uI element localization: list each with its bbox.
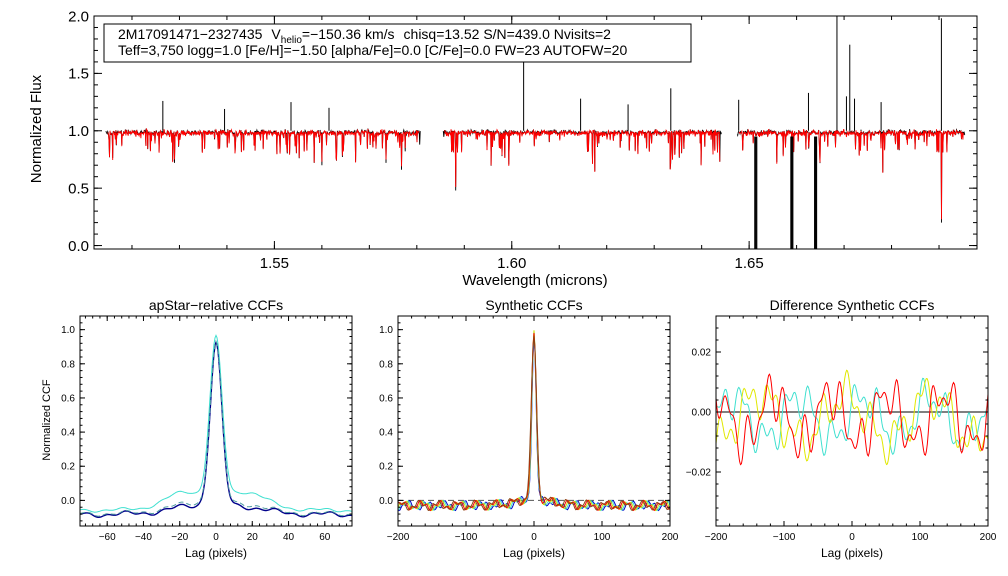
diff-ccf-title: Difference Synthetic CCFs: [770, 297, 935, 313]
diff-ccf-line-2: [716, 369, 988, 466]
apstar_ccf-ytick-label: 0.0: [61, 496, 75, 507]
apstar-ccf-panel: −60 −40 −20 0 20 40 60 0.0 0.2 0.4 0.6 0.8 1.0 apSta…: [41, 297, 353, 560]
synthetic-ccf-title: Synthetic CCFs: [485, 297, 582, 313]
diff-ccf-frame: [715, 315, 989, 527]
apstar-ccf-ylabel: Normalized CCF: [41, 379, 53, 461]
diff-ccf-panel: −200 −100 0 100 200 −0.02 0.00 0.02 Difference …: [686, 297, 997, 560]
spectrum-ytick-label: 1.5: [68, 66, 89, 83]
synthetic-ccf-line-3: [397, 330, 671, 512]
synthetic_ccf-ytick-label: 0.0: [379, 496, 393, 507]
apstar-ccf-line-combined: [79, 339, 353, 517]
synthetic_ccf-ytick-label: 0.6: [379, 393, 393, 404]
synthetic-ccf-panel: −200 −100 0 100 200 0.0 0.2 0.4 0.6 0.8 1.0 Synthe…: [379, 297, 679, 560]
diff-ccf-xlabel: Lag (pixels): [821, 546, 883, 560]
synthetic_ccf-ytick-label: 1.0: [379, 325, 393, 336]
apstar-ccf-line-1: [79, 340, 353, 518]
spectrum-ytick-label: 2.0: [68, 8, 89, 25]
info-star-id: 2M17091471−2327435: [118, 26, 263, 42]
synthetic-ccf-line-4: [397, 332, 671, 512]
synthetic-ccf-line-5: [397, 335, 671, 512]
info-v-sub: helio: [281, 35, 303, 46]
apstar_ccf-xtick-label: −20: [171, 532, 188, 543]
info-line-2: Teff=3,750 logg=1.0 [Fe/H]=−1.50 [alpha/…: [118, 42, 627, 58]
apstar_ccf-xtick-label: 40: [283, 532, 295, 543]
synthetic_ccf-xtick-label: 0: [531, 532, 537, 543]
model-spectrum-chip-2: [444, 128, 721, 188]
synthetic-ccf-ticks: −200 −100 0 100 200 0.0 0.2 0.4 0.6 0.8 1.0: [379, 316, 679, 543]
spectrum-ylabel: Normalized Flux: [28, 74, 45, 183]
synthetic_ccf-ytick-label: 0.4: [379, 428, 393, 439]
synthetic_ccf-xtick-label: −100: [455, 532, 478, 543]
apstar_ccf-xtick-label: −60: [99, 532, 116, 543]
observed-spectrum-chip-3: [736, 128, 966, 223]
spectrum-ytick-label: 0.5: [68, 180, 89, 197]
spectrum-ytick-label: 0.0: [68, 238, 89, 255]
info-v-prefix: V: [271, 26, 281, 42]
info-line1-rest: chisq=13.52 S/N=439.0 Nvisits=2: [404, 26, 612, 42]
diff_ccf-ytick-label: −0.02: [686, 468, 712, 479]
synthetic_ccf-xtick-label: 200: [662, 532, 679, 543]
synthetic_ccf-ytick-label: 0.2: [379, 462, 393, 473]
apstar_ccf-xtick-label: 60: [319, 532, 331, 543]
apstar_ccf-xtick-label: 20: [247, 532, 259, 543]
diff_ccf-ytick-label: 0.00: [692, 408, 712, 419]
synthetic-ccf-xlabel: Lag (pixels): [503, 546, 565, 560]
apstar_ccf-xtick-label: 0: [213, 532, 219, 543]
spectrum-xtick-label: 1.55: [260, 255, 289, 272]
diff-ccf-ticks: −200 −100 0 100 200 −0.02 0.00 0.02: [686, 316, 997, 543]
spectrum-xtick-label: 1.65: [735, 255, 764, 272]
spectrum-features: [162, 16, 942, 249]
apstar-ccf-xlabel: Lag (pixels): [185, 546, 247, 560]
spectrum-xlabel: Wavelength (microns): [462, 272, 607, 289]
synthetic-ccf-frame: [397, 315, 671, 527]
synthetic_ccf-xtick-label: 100: [594, 532, 611, 543]
apstar_ccf-ytick-label: 0.8: [61, 359, 75, 370]
spectrum-ticks: 1.55 1.60 1.65 0.0 0.5 1.0 1.5 2.0: [68, 8, 977, 272]
synthetic-ccf-line-2: [397, 330, 671, 512]
diff_ccf-xtick-label: −100: [773, 532, 796, 543]
apstar-ccf-series: [79, 334, 353, 518]
synthetic_ccf-xtick-label: −200: [387, 532, 410, 543]
diff_ccf-xtick-label: 100: [912, 532, 929, 543]
apstar-ccf-frame: [79, 315, 353, 527]
model-spectrum-chip-1: [107, 128, 420, 167]
apstar_ccf-ytick-label: 0.6: [61, 393, 75, 404]
synthetic_ccf-ytick-label: 0.8: [379, 359, 393, 370]
diff_ccf-xtick-label: −200: [705, 532, 728, 543]
diff_ccf-ytick-label: 0.02: [692, 348, 712, 359]
apstar_ccf-ytick-label: 0.4: [61, 428, 75, 439]
info-v-value: =−150.36 km/s: [302, 26, 395, 42]
synthetic-ccf-line-1: [397, 334, 671, 512]
info-box: 2M17091471−2327435 Vhelio=−150.36 km/s chi…: [103, 23, 692, 63]
spectrum-series: [105, 128, 966, 223]
apstar_ccf-xtick-label: −40: [135, 532, 152, 543]
apstar-ccf-ticks: −60 −40 −20 0 20 40 60 0.0 0.2 0.4 0.6 0.8 1.0: [61, 316, 352, 543]
spectrum-ytick-label: 1.0: [68, 123, 89, 140]
diff_ccf-xtick-label: 0: [849, 532, 855, 543]
spectrum-xtick-label: 1.60: [497, 255, 526, 272]
diff_ccf-xtick-label: 200: [980, 532, 997, 543]
model-spectrum-chip-3: [738, 128, 964, 220]
apstar_ccf-ytick-label: 0.2: [61, 462, 75, 473]
diff-ccf-series: [716, 369, 988, 466]
info-line-1: 2M17091471−2327435 Vhelio=−150.36 km/s chi…: [118, 26, 611, 46]
info-box-frame: [103, 23, 692, 63]
spectrum-frame: [93, 15, 978, 250]
apstar-ccf-title: apStar−relative CCFs: [149, 297, 283, 313]
apstar-ccf-line-2: [79, 334, 353, 513]
synthetic-ccf-series: [397, 330, 671, 512]
diff-ccf-line-1: [716, 377, 988, 457]
spectrum-panel: 1.55 1.60 1.65 0.0 0.5 1.0 1.5 2.0 Wavelength (…: [28, 8, 978, 289]
diff-ccf-line-3: [716, 373, 988, 466]
apstar_ccf-ytick-label: 1.0: [61, 325, 75, 336]
